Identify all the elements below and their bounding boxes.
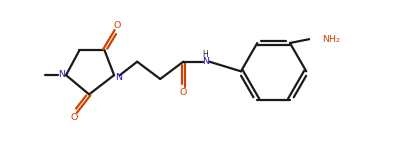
Text: O: O	[179, 88, 187, 97]
Text: N: N	[202, 57, 209, 66]
Text: N: N	[115, 73, 123, 82]
Text: O: O	[113, 21, 121, 30]
Text: O: O	[70, 113, 77, 122]
Text: NH₂: NH₂	[323, 35, 341, 44]
Text: H: H	[202, 49, 208, 58]
Text: N: N	[58, 70, 65, 79]
